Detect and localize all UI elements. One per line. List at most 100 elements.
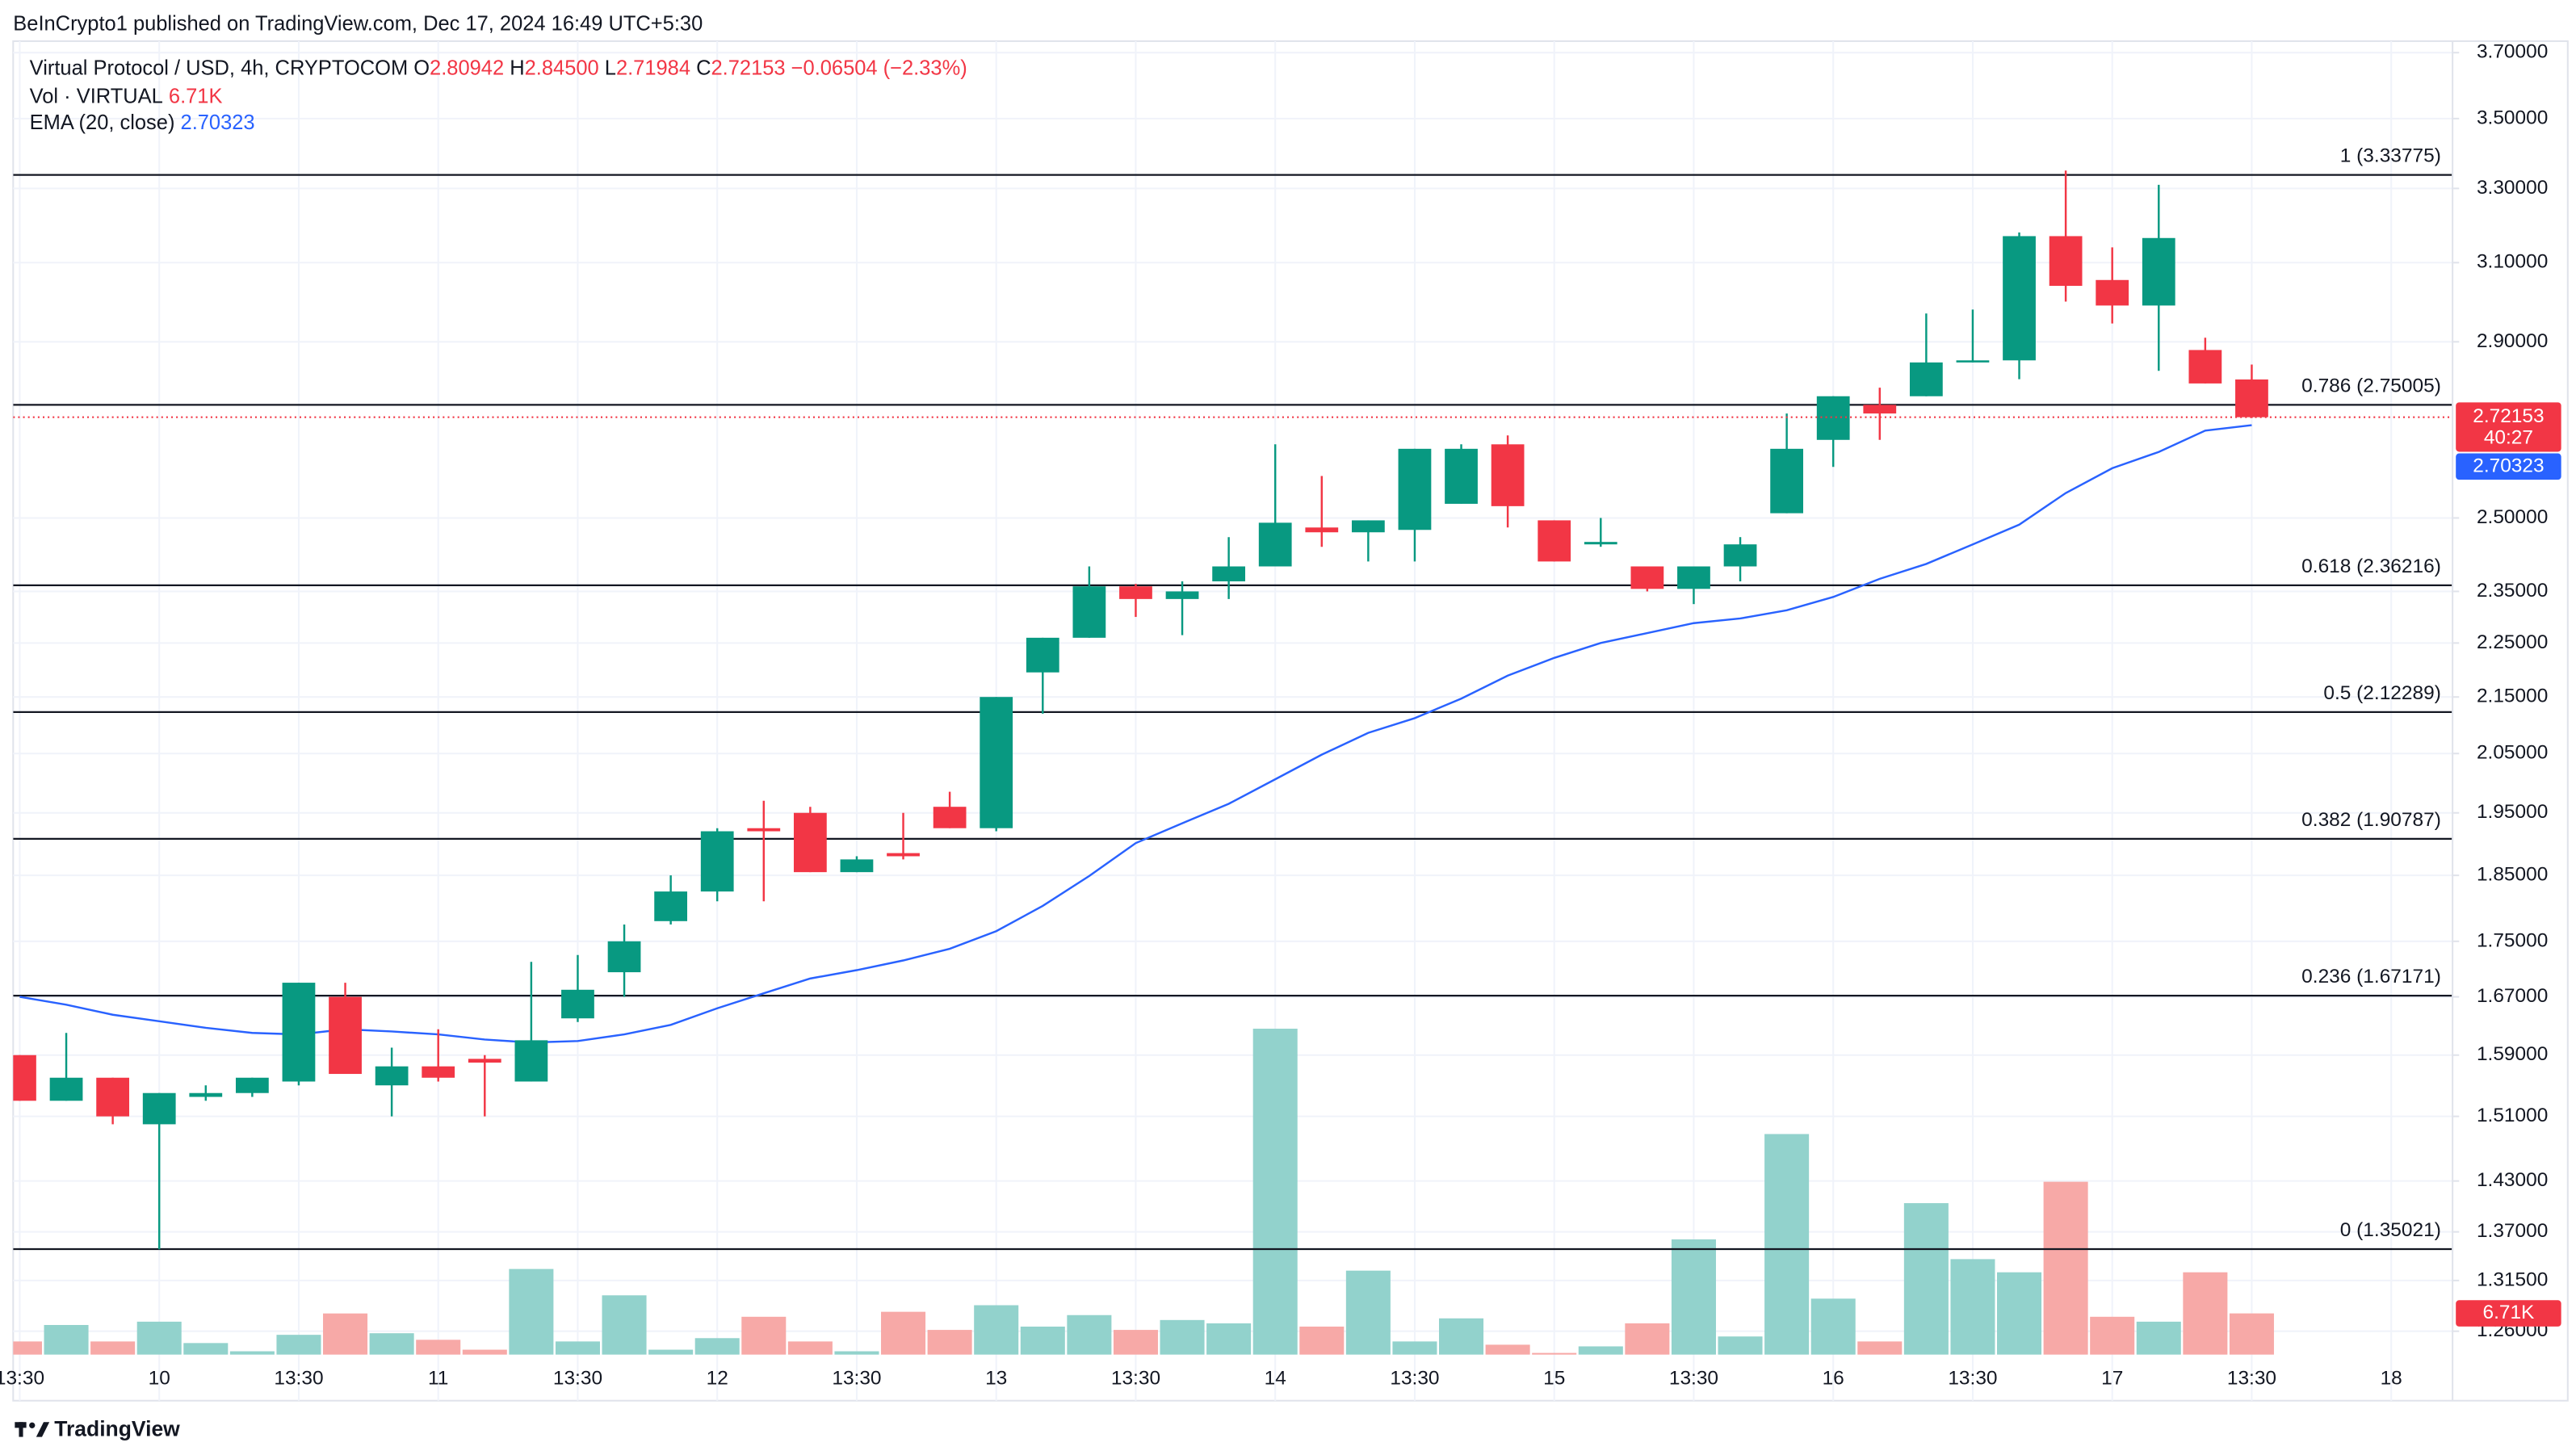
candle-body [2003, 236, 2036, 361]
y-tick-label: 1.51000 [2477, 1105, 2548, 1126]
candle-body [1956, 360, 1990, 363]
y-tick-label: 2.25000 [2477, 631, 2548, 653]
volume-bar [1997, 1272, 2042, 1355]
volume-bar [1810, 1298, 1856, 1355]
ema-badge-value: 2.70323 [2473, 455, 2544, 476]
candle-body [235, 1077, 269, 1093]
grid [13, 40, 2453, 1401]
volume-bar [1903, 1203, 1949, 1355]
volume-bar [881, 1311, 926, 1355]
candle-body [1351, 520, 1385, 533]
candle-body [793, 812, 827, 873]
ema-badge [2456, 453, 2561, 480]
candle-body [980, 697, 1013, 828]
volume-bar [13, 1341, 42, 1355]
volume-bar [1857, 1341, 1903, 1355]
y-tick-label: 1.37000 [2477, 1220, 2548, 1242]
price-badge [2456, 402, 2561, 452]
fib-label: 0.5 (2.12289) [2323, 682, 2440, 704]
legend-key: O [413, 57, 430, 79]
volume-bar [2229, 1313, 2274, 1355]
y-tick-label: 3.10000 [2477, 251, 2548, 273]
candle-body [2235, 379, 2268, 417]
candle-body [1305, 527, 1339, 533]
volume-bar [2183, 1272, 2228, 1355]
candle-body [607, 941, 641, 973]
y-tick-label: 2.35000 [2477, 580, 2548, 602]
x-tick-label: 13:30 [0, 1368, 44, 1390]
y-tick-label: 2.15000 [2477, 686, 2548, 707]
candle-body [13, 1055, 36, 1101]
y-tick-label: 1.43000 [2477, 1169, 2548, 1191]
legend-volume-line: Vol · VIRTUAL 6.71K [30, 85, 223, 107]
candle-body [2096, 279, 2129, 306]
volume-badge [2456, 1300, 2561, 1327]
volume-bar [741, 1316, 787, 1355]
volume-bar [229, 1351, 275, 1355]
y-tick-label: 3.70000 [2477, 41, 2548, 63]
fib-label: 1 (3.33775) [2340, 145, 2441, 167]
volume-bar [1950, 1259, 1995, 1355]
y-tick-label: 1.67000 [2477, 985, 2548, 1007]
candle-body [329, 996, 362, 1075]
candle-body [49, 1077, 83, 1101]
candle-body [700, 831, 734, 892]
volume-bar [1578, 1346, 1623, 1355]
candle-body [1816, 396, 1850, 440]
legend-ema-line: EMA (20, close) 2.70323 [30, 111, 255, 134]
fib-label: 0.236 (1.67171) [2301, 966, 2441, 987]
legend-ema-value: 2.70323 [181, 111, 255, 134]
candle-body [468, 1059, 501, 1063]
candle-body [1723, 544, 1757, 567]
volume-bar [416, 1340, 461, 1355]
volume-bar [1299, 1326, 1345, 1355]
volume-bar [1206, 1323, 1252, 1355]
volume-bar [509, 1268, 554, 1355]
candle-body [747, 828, 781, 832]
x-tick-label: 13:30 [1111, 1368, 1160, 1390]
candle-body [1630, 566, 1664, 589]
fib-label: 0.618 (2.36216) [2301, 556, 2441, 577]
x-tick-label: 13:30 [1390, 1368, 1439, 1390]
y-tick-label: 1.75000 [2477, 929, 2548, 951]
volume-bar [1160, 1319, 1205, 1355]
volume-badge-value: 6.71K [2482, 1302, 2535, 1323]
volume-bar [183, 1343, 229, 1355]
volume-bar [1671, 1239, 1716, 1355]
footer-logo [15, 1422, 50, 1437]
volume-bar [927, 1330, 972, 1355]
candle-body [887, 853, 920, 857]
volume-bar [2090, 1316, 2135, 1355]
volume-bar [323, 1313, 368, 1355]
y-tick-label: 2.90000 [2477, 330, 2548, 352]
volume-bar [2043, 1181, 2088, 1355]
volume-bar [1718, 1336, 1763, 1355]
candle-body [514, 1040, 548, 1082]
x-tick-label: 16 [1823, 1368, 1844, 1390]
candle-body [1072, 586, 1106, 638]
candle-body [189, 1092, 223, 1097]
volume-bar [369, 1333, 414, 1355]
candle-body [654, 891, 688, 921]
candle-body [1398, 448, 1432, 530]
candle-body [1770, 448, 1803, 514]
candle-body [1445, 448, 1478, 504]
y-tick-label: 1.95000 [2477, 801, 2548, 823]
candle-body [1538, 520, 1571, 562]
axes: 3.70000 3.50000 3.30000 3.10000 2.90000 2.500… [0, 41, 2561, 1390]
volume-bar [1764, 1134, 1810, 1355]
legend-key: C [696, 57, 711, 79]
x-tick-label: 13:30 [832, 1368, 881, 1390]
volume-bar [834, 1351, 879, 1355]
volume-bar [555, 1341, 600, 1355]
x-tick-label: 13 [985, 1368, 1007, 1390]
x-tick-label: 13:30 [1669, 1368, 1718, 1390]
volume-bar [1113, 1330, 1158, 1355]
publisher-line: BeInCrypto1 published on TradingView.com… [13, 12, 703, 35]
fib-label: 0.382 (1.90787) [2301, 809, 2441, 831]
volume-bar [1392, 1341, 1437, 1355]
legend-symbol-line: Virtual Protocol / USD, 4h, CRYPTOCOM O2… [30, 57, 967, 79]
volume-bar [1020, 1326, 1065, 1355]
legend-value: 2.84500 [525, 57, 599, 79]
ema-line [19, 424, 2252, 1044]
